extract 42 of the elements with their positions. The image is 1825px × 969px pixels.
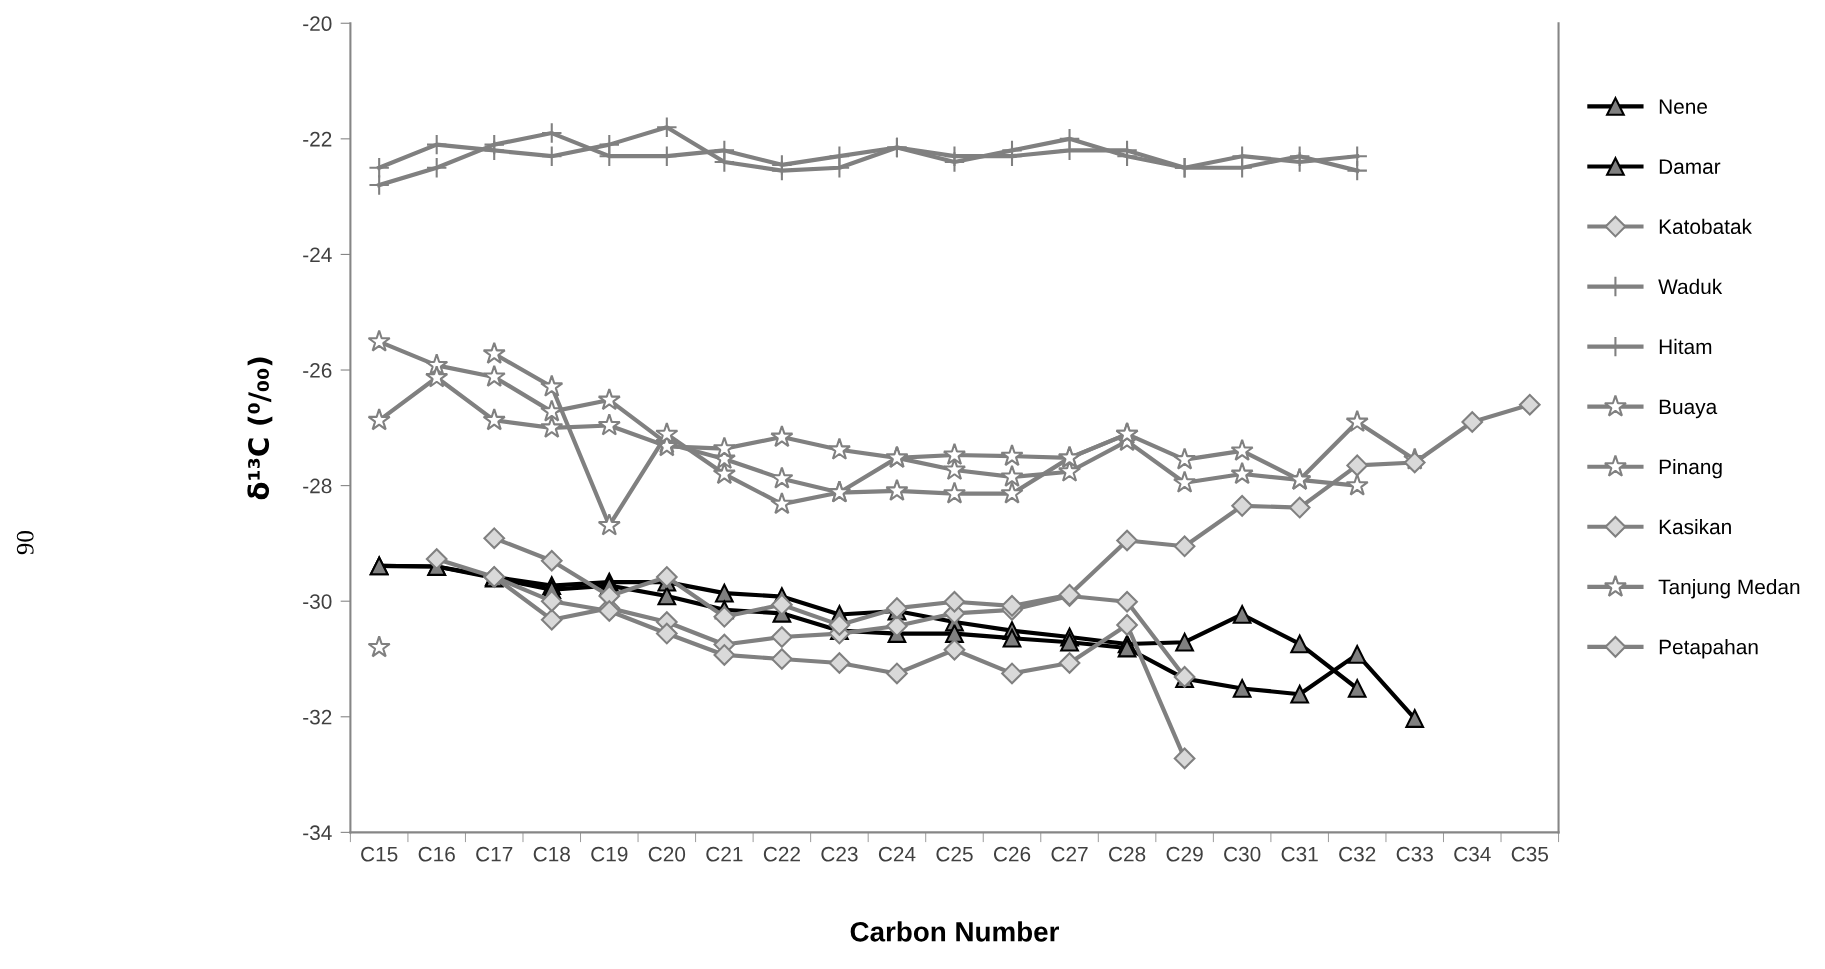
x-tick-label: C31	[1281, 846, 1318, 862]
y-axis-title: δ¹³C (⁰/₀₀)	[247, 357, 273, 500]
legend-label: Petapahan	[1659, 639, 1758, 659]
y-tick-label: -32	[303, 709, 332, 725]
legend-label: Kasikan	[1659, 518, 1731, 535]
x-tick-label: C24	[878, 846, 916, 862]
x-tick-label: C21	[706, 846, 743, 862]
x-axis-title: Carbon Number	[850, 921, 1060, 942]
legend-label: Pinang	[1659, 458, 1722, 479]
legend-label: Damar	[1659, 159, 1721, 174]
legend-label: Nene	[1659, 99, 1708, 114]
x-tick-label: C26	[993, 846, 1031, 862]
legend-label: Tanjung Medan	[1658, 579, 1800, 599]
x-tick-label: C15	[361, 846, 398, 862]
x-tick-label: C16	[418, 846, 455, 862]
legend-label: Buaya	[1659, 399, 1718, 419]
x-tick-label: C33	[1396, 846, 1433, 862]
x-tick-label: C28	[1109, 846, 1146, 862]
x-tick-label: C25	[936, 846, 973, 862]
x-tick-label: C35	[1511, 846, 1549, 862]
y-tick-label: -24	[303, 247, 332, 262]
y-tick-label: -20	[303, 16, 332, 32]
x-tick-label: C17	[476, 846, 513, 862]
legend-label: Waduk	[1658, 278, 1723, 295]
y-tick-label: -26	[303, 363, 332, 378]
y-tick-label: -22	[303, 131, 332, 147]
text: 90	[16, 531, 34, 555]
legend-label: Katobatak	[1659, 218, 1752, 235]
x-tick-label: C27	[1051, 846, 1088, 862]
x-tick-label: C18	[533, 846, 570, 862]
x-tick-label: C22	[763, 846, 800, 862]
x-tick-label: C34	[1454, 846, 1491, 862]
x-tick-label: C32	[1339, 846, 1376, 862]
x-tick-label: C23	[821, 846, 858, 862]
y-tick-label: -34	[303, 825, 332, 841]
y-tick-label: -28	[303, 478, 332, 494]
x-tick-label: C20	[648, 846, 686, 862]
x-tick-label: C30	[1224, 846, 1261, 862]
y-tick-label: -30	[303, 594, 332, 609]
legend-label: Hitam	[1659, 338, 1712, 355]
x-tick-label: C29	[1166, 846, 1203, 862]
x-tick-label: C19	[591, 846, 628, 862]
